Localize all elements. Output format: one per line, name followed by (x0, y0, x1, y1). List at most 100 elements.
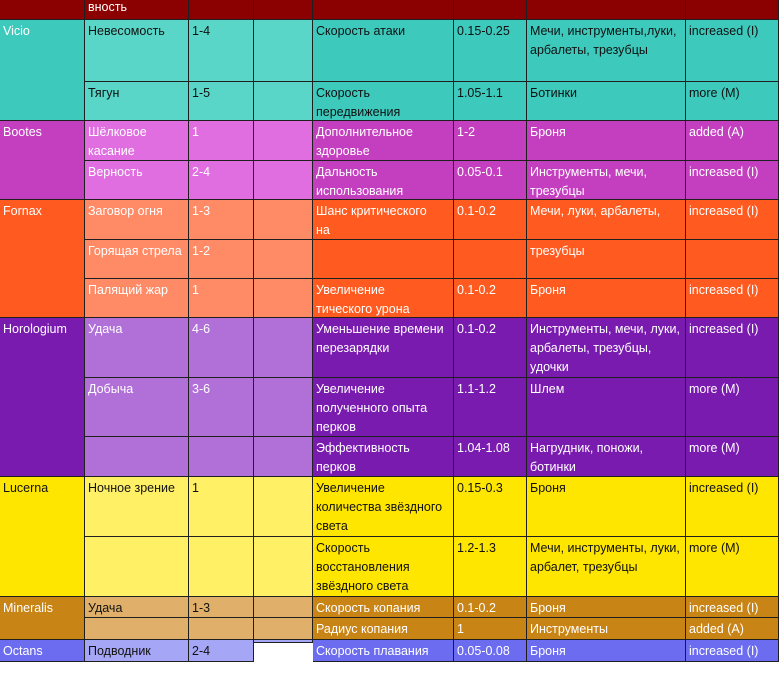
header-cell-6 (527, 0, 686, 20)
item-types-cell: Броня (527, 640, 686, 662)
header-cell-0 (0, 0, 85, 20)
modifier-type-cell: added (A) (686, 121, 779, 161)
level-range-cell: 1-3 (189, 597, 254, 618)
item-types-cell: Мечи, луки, арбалеты, (527, 200, 686, 240)
value-range-cell: 0.1-0.2 (454, 318, 527, 378)
effect-cell: Скорость атаки (313, 20, 454, 82)
modifier-type-cell: more (M) (686, 82, 779, 121)
perk-name-cell: Тягун (85, 82, 189, 121)
item-types-cell: Инструменты, мечи, трезубцы (527, 161, 686, 200)
modifier-type-cell: increased (I) (686, 597, 779, 618)
blank-col-cell (254, 20, 313, 82)
header-cell-7 (686, 0, 779, 20)
level-range-cell: 4-6 (189, 318, 254, 378)
item-types-cell: трезубцы (527, 240, 686, 279)
effect-cell: Эффективность перков (313, 437, 454, 477)
constellation-vicio: Vicio (0, 20, 85, 121)
blank-col-cell (254, 318, 313, 378)
level-range-cell: 1 (189, 279, 254, 318)
modifier-type-cell (686, 240, 779, 279)
value-range-cell: 0.1-0.2 (454, 597, 527, 618)
constellation-horologium: Horologium (0, 318, 85, 477)
modifier-type-cell: more (M) (686, 437, 779, 477)
effect-cell: Увеличение количества звёздного света (313, 477, 454, 537)
modifier-type-cell: increased (I) (686, 318, 779, 378)
value-range-cell: 0.15-0.3 (454, 477, 527, 537)
effect-cell: Скорость восстановления звёздного света (313, 537, 454, 597)
blank-col-cell (254, 640, 313, 643)
perk-name-cell: Верность (85, 161, 189, 200)
modifier-type-cell: increased (I) (686, 279, 779, 318)
level-range-cell: 2-4 (189, 640, 254, 662)
header-cell-1: вность (85, 0, 189, 20)
effect-cell: Шанс критического на (313, 200, 454, 240)
value-range-cell (454, 240, 527, 279)
value-range-cell: 0.15-0.25 (454, 20, 527, 82)
level-range-cell: 3-6 (189, 378, 254, 437)
value-range-cell: 0.05-0.08 (454, 640, 527, 662)
level-range-cell (189, 618, 254, 640)
blank-col-cell (254, 378, 313, 437)
perk-name-cell: Палящий жар (85, 279, 189, 318)
level-range-cell: 1-3 (189, 200, 254, 240)
item-types-cell: Броня (527, 597, 686, 618)
effect-cell (313, 240, 454, 279)
header-cell-3 (254, 0, 313, 20)
item-types-cell: Инструменты (527, 618, 686, 640)
constellation-mineralis: Mineralis (0, 597, 85, 640)
value-range-cell: 1-2 (454, 121, 527, 161)
effect-cell: Скорость передвижения (313, 82, 454, 121)
level-range-cell: 1 (189, 121, 254, 161)
modifier-type-cell: increased (I) (686, 200, 779, 240)
level-range-cell: 1-4 (189, 20, 254, 82)
blank-col-cell (254, 437, 313, 477)
modifier-type-cell: more (M) (686, 537, 779, 597)
header-cell-2 (189, 0, 254, 20)
perk-name-cell (85, 537, 189, 597)
constellation-fornax: Fornax (0, 200, 85, 318)
level-range-cell: 1 (189, 477, 254, 537)
modifier-type-cell: more (M) (686, 378, 779, 437)
perk-name-cell: Добыча (85, 378, 189, 437)
level-range-cell: 1-2 (189, 240, 254, 279)
blank-col-cell (254, 200, 313, 240)
item-types-cell: Нагрудник, поножи, ботинки (527, 437, 686, 477)
item-types-cell: Мечи, инструменты, луки, арбалет, трезуб… (527, 537, 686, 597)
constellation-bootes: Bootes (0, 121, 85, 200)
effect-cell: Дополнительное здоровье (313, 121, 454, 161)
level-range-cell (189, 537, 254, 597)
value-range-cell: 0.1-0.2 (454, 200, 527, 240)
modifier-type-cell: increased (I) (686, 477, 779, 537)
blank-col-cell (254, 161, 313, 200)
perk-name-cell: Ночное зрение (85, 477, 189, 537)
item-types-cell: Инструменты, мечи, луки, арбалеты, трезу… (527, 318, 686, 378)
blank-col-cell (254, 279, 313, 318)
item-types-cell: Броня (527, 477, 686, 537)
value-range-cell: 0.1-0.2 (454, 279, 527, 318)
blank-col-cell (254, 537, 313, 597)
effect-cell: Скорость копания (313, 597, 454, 618)
modifier-type-cell: increased (I) (686, 640, 779, 662)
header-cell-5 (454, 0, 527, 20)
item-types-cell: Ботинки (527, 82, 686, 121)
perk-name-cell: Подводник (85, 640, 189, 662)
item-types-cell: Броня (527, 279, 686, 318)
value-range-cell: 0.05-0.1 (454, 161, 527, 200)
effect-cell: Уменьшение времени перезарядки (313, 318, 454, 378)
modifier-type-cell: added (A) (686, 618, 779, 640)
modifier-type-cell: increased (I) (686, 161, 779, 200)
effect-cell: Дальность использования (313, 161, 454, 200)
value-range-cell: 1.2-1.3 (454, 537, 527, 597)
perk-name-cell (85, 437, 189, 477)
perk-name-cell: Удача (85, 318, 189, 378)
item-types-cell: Шлем (527, 378, 686, 437)
effect-cell: Скорость плавания (313, 640, 454, 662)
level-range-cell: 1-5 (189, 82, 254, 121)
blank-col-cell (254, 597, 313, 618)
value-range-cell: 1.1-1.2 (454, 378, 527, 437)
perk-name-cell: Невесомость (85, 20, 189, 82)
modifier-type-cell: increased (I) (686, 20, 779, 82)
value-range-cell: 1.05-1.1 (454, 82, 527, 121)
level-range-cell (189, 437, 254, 477)
perk-name-cell: Шёлковое касание (85, 121, 189, 161)
